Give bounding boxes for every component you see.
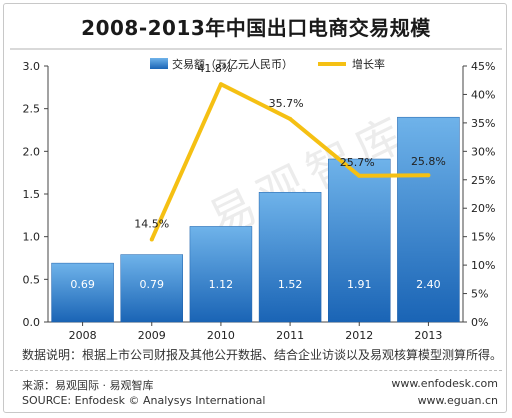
title-divider: [10, 48, 502, 50]
x-tick-label: 2012: [345, 329, 373, 342]
url-enfodesk[interactable]: www.enfodesk.com: [391, 377, 498, 390]
bar-value-label: 0.69: [70, 278, 95, 291]
y-right-tick-label: 40%: [471, 88, 495, 101]
y-right-tick-label: 30%: [471, 145, 495, 158]
y-left-tick-label: 0.5: [23, 273, 41, 286]
bar-value-label: 1.52: [278, 278, 303, 291]
y-right-tick-label: 0%: [471, 316, 488, 329]
growth-point: [357, 173, 362, 178]
y-left-tick-label: 0.0: [23, 316, 41, 329]
y-right-tick-label: 15%: [471, 231, 495, 244]
growth-value-label: 35.7%: [269, 97, 304, 110]
bar: [189, 226, 253, 323]
y-right-tick-label: 45%: [471, 60, 495, 73]
x-tick-label: 2010: [207, 329, 235, 342]
growth-point: [218, 82, 223, 87]
y-left-tick-label: 2.5: [23, 103, 41, 116]
bar: [397, 116, 460, 323]
footer-divider: [10, 370, 502, 371]
growth-value-label: 14.5%: [134, 218, 169, 231]
y-right-tick-label: 20%: [471, 202, 495, 215]
y-left-tick-label: 2.0: [23, 145, 41, 158]
x-tick-label: 2011: [276, 329, 304, 342]
growth-point: [149, 237, 154, 242]
source-cn: 来源：易观国际 · 易观智库: [22, 379, 154, 392]
y-right-tick-label: 10%: [471, 259, 495, 272]
bar-value-label: 0.79: [140, 278, 165, 291]
x-tick-label: 2009: [138, 329, 166, 342]
growth-value-label: 41.8%: [197, 62, 232, 75]
source-en: SOURCE: Enfodesk © Analysys Internationa…: [22, 394, 266, 407]
x-tick-label: 2013: [414, 329, 442, 342]
bar-value-label: 2.40: [416, 278, 441, 291]
legend-bar-swatch: [150, 58, 168, 69]
growth-value-label: 25.7%: [340, 156, 375, 169]
bar: [258, 192, 322, 323]
bar: [328, 158, 391, 323]
growth-point: [288, 116, 293, 121]
bar: [51, 262, 114, 323]
legend-bar-label: 交易额（万亿元人民币）: [172, 57, 293, 71]
bar: [120, 254, 183, 323]
url-eguan[interactable]: www.eguan.cn: [417, 394, 498, 407]
growth-value-label: 25.8%: [411, 155, 446, 168]
chart-title: 2008-2013年中国出口电商交易规模: [81, 16, 431, 40]
bar-value-label: 1.12: [209, 278, 234, 291]
y-right-tick-label: 25%: [471, 174, 495, 187]
y-left-tick-label: 1.5: [23, 188, 41, 201]
x-tick-label: 2008: [69, 329, 97, 342]
y-left-tick-label: 3.0: [23, 60, 41, 73]
y-right-tick-label: 5%: [471, 288, 488, 301]
bar-value-label: 1.91: [347, 278, 372, 291]
growth-point: [426, 173, 431, 178]
data-note: 数据说明：根据上市公司财报及其他公开数据、结合企业访谈以及易观核算模型测算所得。: [22, 348, 503, 362]
y-left-tick-label: 1.0: [23, 231, 41, 244]
y-right-tick-label: 35%: [471, 117, 495, 130]
legend-line-label: 增长率: [352, 57, 385, 71]
chart-frame: [3, 3, 507, 413]
